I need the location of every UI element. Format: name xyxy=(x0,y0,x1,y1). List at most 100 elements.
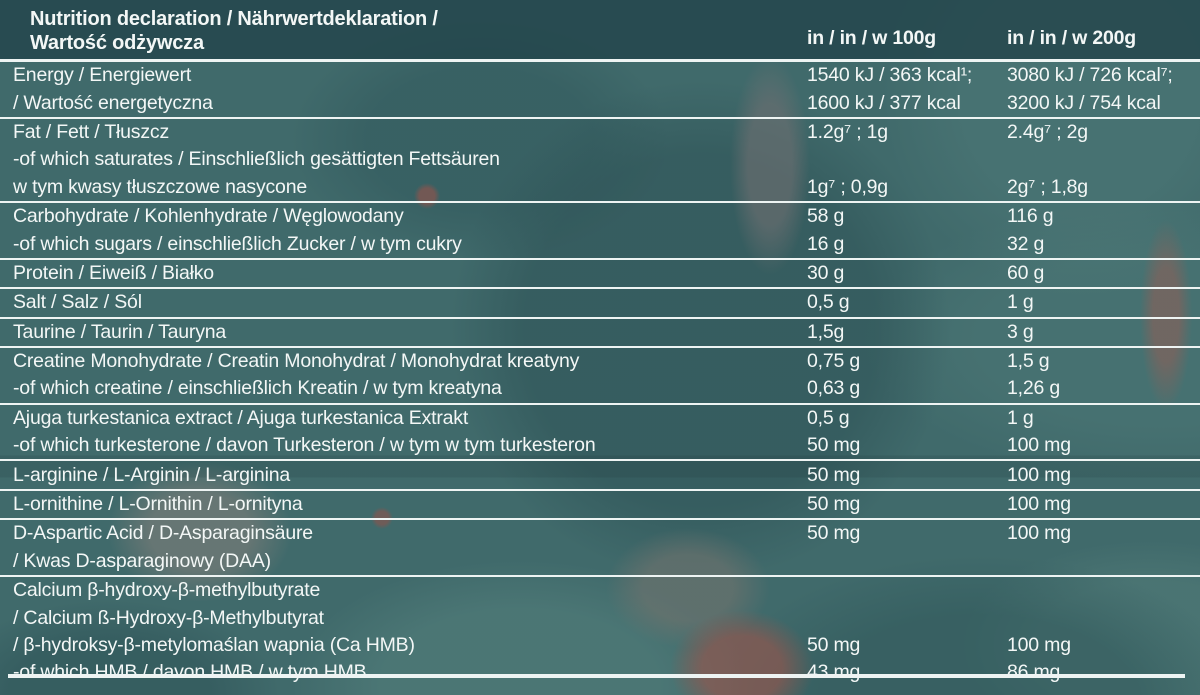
table-row: Energy / Energiewert 1540 kJ / 363 kcal¹;… xyxy=(0,62,1200,89)
table-title-line1: Nutrition declaration / Nährwertdeklarat… xyxy=(30,8,438,30)
row-label: Fat / Fett / Tłuszcz xyxy=(13,120,170,143)
table-row: Calcium β-hydroxy-β-methylbutyrate xyxy=(0,577,1200,604)
value-per-100g: 0,5 g xyxy=(807,406,850,429)
section-l-ornithine: L-ornithine / L-Ornithin / L-ornityna 50 … xyxy=(0,491,1200,521)
value-per-100g: 1g⁷ ; 0,9g xyxy=(807,175,888,198)
value-per-200g: 60 g xyxy=(1007,261,1045,284)
value-per-100g: 16 g xyxy=(807,232,845,255)
table-title-line2: Wartość odżywcza xyxy=(30,32,204,54)
section-energy: Energy / Energiewert 1540 kJ / 363 kcal¹;… xyxy=(0,62,1200,119)
table-row: -of which turkesterone / davon Turkester… xyxy=(0,432,1200,459)
value-per-100g: 50 mg xyxy=(807,463,861,486)
value-per-200g: 3 g xyxy=(1007,320,1034,343)
value-per-200g: 32 g xyxy=(1007,232,1045,255)
value-per-200g: 2.4g⁷ ; 2g xyxy=(1007,120,1088,143)
section-ajuga: Ajuga turkestanica extract / Ajuga turke… xyxy=(0,405,1200,462)
value-per-200g: 1,26 g xyxy=(1007,377,1061,400)
table-title: Nutrition declaration / Nährwertdeklarat… xyxy=(0,0,807,59)
table-header: Nutrition declaration / Nährwertdeklarat… xyxy=(0,0,1200,62)
row-label: -of which creatine / einschließlich Krea… xyxy=(13,377,502,400)
value-per-200g: 3080 kJ / 726 kcal⁷; xyxy=(1007,64,1173,87)
row-label: Protein / Eiweiß / Białko xyxy=(13,261,214,284)
table-row: Fat / Fett / Tłuszcz 1.2g⁷ ; 1g 2.4g⁷ ; 2g xyxy=(0,119,1200,146)
value-per-100g: 1600 kJ / 377 kcal xyxy=(807,91,961,114)
value-per-200g: 1,5 g xyxy=(1007,350,1050,373)
value-per-200g: 1 g xyxy=(1007,406,1034,429)
section-d-aspartic-acid: D-Aspartic Acid / D-Asparaginsäure 50 mg 1… xyxy=(0,520,1200,578)
table-row: -of which saturates / Einschließlich ges… xyxy=(0,146,1200,173)
row-label: -of which sugars / einschließlich Zucker… xyxy=(13,232,462,255)
value-per-100g: 58 g xyxy=(807,205,845,228)
value-per-200g: 86 mg xyxy=(1007,661,1061,684)
table-row: L-arginine / L-Arginin / L-arginina 50 mg… xyxy=(0,461,1200,488)
section-fat: Fat / Fett / Tłuszcz 1.2g⁷ ; 1g 2.4g⁷ ; 2g… xyxy=(0,119,1200,203)
value-per-100g: 1,5g xyxy=(807,320,845,343)
table-row: -of which creatine / einschließlich Krea… xyxy=(0,375,1200,402)
row-label: -of which turkesterone / davon Turkester… xyxy=(13,434,596,457)
value-per-200g: 1 g xyxy=(1007,291,1034,314)
column-header-200g: in / in / w 200g xyxy=(1007,27,1136,49)
row-label: w tym kwasy tłuszczowe nasycone xyxy=(13,175,307,198)
table-row: -of which sugars / einschließlich Zucker… xyxy=(0,230,1200,257)
section-creatine: Creatine Monohydrate / Creatin Monohydra… xyxy=(0,348,1200,405)
value-per-100g: 50 mg xyxy=(807,522,861,545)
section-taurine: Taurine / Taurin / Tauryna 1,5g 3 g xyxy=(0,319,1200,348)
table-row: Taurine / Taurin / Tauryna 1,5g 3 g xyxy=(0,319,1200,346)
table-row: Protein / Eiweiß / Białko 30 g 60 g xyxy=(0,260,1200,287)
row-label: / β-hydroksy-β-metylomaślan wapnia (Ca H… xyxy=(13,634,415,656)
value-per-100g: 43 mg xyxy=(807,661,861,684)
row-label: D-Aspartic Acid / D-Asparaginsäure xyxy=(13,522,313,545)
value-per-200g: 100 mg xyxy=(1007,522,1071,545)
table-row: L-ornithine / L-Ornithin / L-ornityna 50 … xyxy=(0,491,1200,518)
value-per-100g: 0,63 g xyxy=(807,377,861,400)
table-row: / Wartość energetyczna 1600 kJ / 377 kcal… xyxy=(0,89,1200,116)
value-per-100g: 50 mg xyxy=(807,493,861,516)
value-per-200g: 100 mg xyxy=(1007,463,1071,486)
row-label: Calcium β-hydroxy-β-methylbutyrate xyxy=(13,579,321,602)
value-per-100g: 0,75 g xyxy=(807,350,861,373)
row-label: Creatine Monohydrate / Creatin Monohydra… xyxy=(13,350,580,373)
row-label: Carbohydrate / Kohlenhydrate / Węglowoda… xyxy=(13,205,404,228)
table-row: D-Aspartic Acid / D-Asparaginsäure 50 mg 1… xyxy=(0,520,1200,547)
section-salt: Salt / Salz / Sól 0,5 g 1 g xyxy=(0,289,1200,319)
row-label: -of which saturates / Einschließlich ges… xyxy=(13,148,500,171)
section-ca-hmb: Calcium β-hydroxy-β-methylbutyrate / Calc… xyxy=(0,577,1200,687)
row-label: Taurine / Taurin / Tauryna xyxy=(13,320,227,343)
value-per-100g: 1.2g⁷ ; 1g xyxy=(807,120,888,143)
table-row: w tym kwasy tłuszczowe nasycone 1g⁷ ; 0,9… xyxy=(0,174,1200,201)
value-per-100g: 50 mg xyxy=(807,434,861,457)
row-label: L-arginine / L-Arginin / L-arginina xyxy=(13,463,290,486)
row-label: / Wartość energetyczna xyxy=(13,91,213,114)
value-per-100g: 30 g xyxy=(807,261,845,284)
value-per-200g: 100 mg xyxy=(1007,434,1071,457)
row-label: / Kwas D-asparaginowy (DAA) xyxy=(13,549,271,572)
row-label: Salt / Salz / Sól xyxy=(13,291,142,314)
section-carbohydrate: Carbohydrate / Kohlenhydrate / Węglowoda… xyxy=(0,203,1200,260)
table-bottom-rule xyxy=(8,674,1185,678)
table-row: / Calcium ß-Hydroxy-β-Methylbutyrat xyxy=(0,604,1200,631)
value-per-100g: 1540 kJ / 363 kcal¹; xyxy=(807,64,973,87)
column-header-100g: in / in / w 100g xyxy=(807,27,936,49)
row-label: / Calcium ß-Hydroxy-β-Methylbutyrat xyxy=(13,606,324,629)
value-per-100g: 50 mg xyxy=(807,634,861,656)
table-row: / Kwas D-asparaginowy (DAA) xyxy=(0,548,1200,575)
value-per-200g: 2g⁷ ; 1,8g xyxy=(1007,175,1088,198)
row-label: Ajuga turkestanica extract / Ajuga turke… xyxy=(13,406,469,429)
value-per-200g: 116 g xyxy=(1007,205,1054,228)
section-protein: Protein / Eiweiß / Białko 30 g 60 g xyxy=(0,260,1200,290)
table-row: -of which HMB / davon HMB / w tym HMB 43 … xyxy=(0,659,1200,686)
value-per-200g: 100 mg xyxy=(1007,634,1071,656)
table-row: Ajuga turkestanica extract / Ajuga turke… xyxy=(0,405,1200,432)
table-body: Energy / Energiewert 1540 kJ / 363 kcal¹;… xyxy=(0,62,1200,687)
row-label: -of which HMB / davon HMB / w tym HMB xyxy=(13,661,367,684)
table-row: Salt / Salz / Sól 0,5 g 1 g xyxy=(0,289,1200,316)
row-label: L-ornithine / L-Ornithin / L-ornityna xyxy=(13,493,303,516)
table-row: / β-hydroksy-β-metylomaślan wapnia (Ca H… xyxy=(0,632,1200,659)
row-label: Energy / Energiewert xyxy=(13,64,192,87)
value-per-200g: 100 mg xyxy=(1007,493,1071,516)
value-per-200g: 3200 kJ / 754 kcal xyxy=(1007,91,1161,114)
table-row: Carbohydrate / Kohlenhydrate / Węglowoda… xyxy=(0,203,1200,230)
table-row: Creatine Monohydrate / Creatin Monohydra… xyxy=(0,348,1200,375)
value-per-100g: 0,5 g xyxy=(807,291,850,314)
